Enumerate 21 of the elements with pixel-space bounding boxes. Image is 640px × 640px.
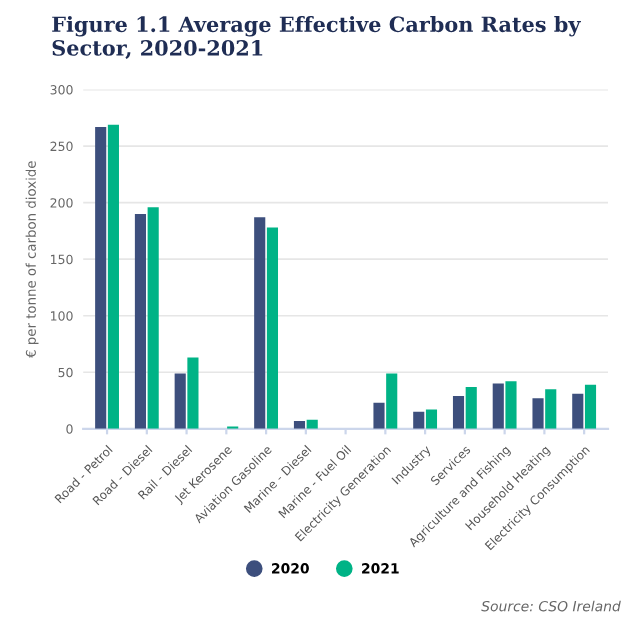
bar xyxy=(545,389,557,429)
bar xyxy=(386,373,398,429)
bar xyxy=(254,217,266,429)
bar xyxy=(413,411,425,429)
bar xyxy=(107,124,119,429)
bar xyxy=(572,393,584,429)
chart-title: Figure 1.1 Average Effective Carbon Rates by Sector, 2020-2021 xyxy=(52,16,581,59)
bar xyxy=(425,409,438,429)
bar xyxy=(492,383,504,429)
bar xyxy=(373,402,385,429)
bar xyxy=(532,398,544,429)
bar xyxy=(505,381,517,429)
bar xyxy=(465,386,477,429)
bar xyxy=(266,227,279,429)
bar xyxy=(584,384,597,429)
bar xyxy=(147,207,159,429)
bar xyxy=(187,357,199,429)
bar xyxy=(174,373,186,429)
bar xyxy=(452,396,465,429)
bar xyxy=(134,213,147,429)
bar xyxy=(95,126,107,429)
